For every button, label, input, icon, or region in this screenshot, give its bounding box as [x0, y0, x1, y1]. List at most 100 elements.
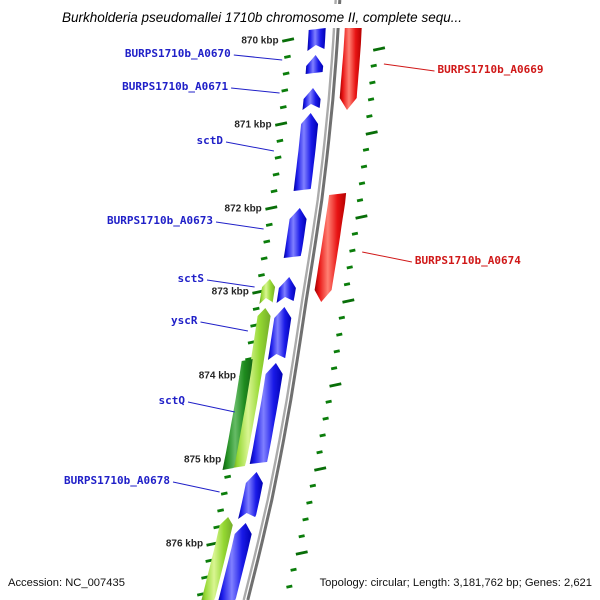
ruler-tick [250, 323, 258, 328]
ruler-tick [201, 575, 209, 580]
gene-label-BURPS1710b_A0671[interactable]: BURPS1710b_A0671 [122, 80, 228, 93]
gene-feature-BURPS1710b_A0669[interactable] [339, 26, 362, 110]
gene-feature[interactable] [249, 363, 283, 464]
ruler-tick [306, 500, 313, 505]
ruler-tick [252, 289, 265, 295]
gene-feature-yscR[interactable] [267, 307, 292, 360]
ruler-tick [274, 155, 282, 160]
gene-feature-BURPS1710b_A0674[interactable] [314, 193, 347, 302]
ruler-tick [346, 265, 353, 270]
gene-label-sctQ[interactable]: sctQ [159, 394, 186, 407]
ruler-tick [319, 433, 326, 438]
ruler-tick [342, 298, 355, 304]
ruler-tick [252, 306, 260, 311]
ruler-tick [351, 231, 359, 236]
gene-labels: BURPS1710b_A0670 BURPS1710b_A0671 sctD BURP… [64, 47, 544, 493]
gene-label-yscR[interactable]: yscR [171, 314, 198, 327]
gene-feature[interactable] [259, 279, 276, 304]
backbone-line [246, 0, 342, 600]
gene-feature-rings [200, 26, 362, 600]
gene-feature[interactable] [217, 523, 252, 600]
leader-line [383, 63, 435, 72]
ruler-tick [282, 71, 290, 76]
ruler-tick [298, 534, 305, 539]
ruler-tick [205, 558, 213, 563]
leader-line [215, 221, 264, 230]
ruler-tick [272, 172, 280, 177]
ruler-tick [369, 80, 376, 85]
ruler-tick [257, 273, 265, 278]
leader-line [172, 481, 220, 493]
ruler-tick [360, 164, 368, 169]
gene-label-sctS[interactable]: sctS [178, 272, 205, 285]
ruler-tick [281, 37, 295, 43]
ruler-tick [286, 584, 293, 589]
gene-feature-sctQ[interactable] [222, 359, 253, 470]
ruler-ticks [196, 37, 386, 597]
gene-feature-BURPS1710b_A0673[interactable] [283, 208, 307, 258]
gene-feature-BURPS1710b_A0678[interactable] [238, 472, 263, 519]
leader-line [233, 54, 283, 61]
gene-feature[interactable] [200, 517, 233, 600]
ruler-tick [362, 147, 370, 152]
ruler-label-874: 874 kbp [199, 371, 236, 382]
ruler-tick [224, 474, 232, 479]
ruler-tick [372, 46, 386, 52]
ruler-tick [196, 592, 204, 597]
ruler-tick [370, 63, 377, 68]
ruler-label-875: 875 kbp [184, 455, 221, 466]
gene-feature-sctS[interactable] [276, 277, 296, 303]
ruler-tick [329, 382, 342, 388]
ruler-label-873: 873 kbp [212, 287, 249, 298]
ruler-tick [213, 525, 221, 530]
map-title: Burkholderia pseudomallei 1710b chromoso… [62, 10, 462, 25]
title-background [38, 4, 568, 28]
ruler-tick [220, 491, 228, 496]
ruler-tick [281, 88, 289, 93]
ruler-tick [274, 121, 288, 127]
ruler-tick [263, 239, 271, 244]
leader-line [225, 141, 274, 152]
ruler-tick [247, 340, 255, 345]
gene-label-BURPS1710b_A0673[interactable]: BURPS1710b_A0673 [107, 214, 213, 227]
ruler-tick [290, 567, 297, 572]
ruler-tick [325, 399, 332, 404]
gene-label-BURPS1710b_A0674[interactable]: BURPS1710b_A0674 [415, 254, 521, 267]
sequence-backbone [242, 0, 342, 600]
gene-feature-BURPS1710b_A0671[interactable] [302, 88, 321, 110]
status-accession: Accession: NC_007435 [8, 577, 125, 589]
gene-feature-sctD[interactable] [293, 113, 319, 191]
gene-feature[interactable] [307, 28, 326, 51]
gene-label-BURPS1710b_A0669[interactable]: BURPS1710b_A0669 [438, 63, 544, 76]
gene-label-sctD[interactable]: sctD [197, 134, 224, 147]
ruler-tick [365, 130, 378, 136]
leader-line [200, 321, 248, 332]
ruler-tick [316, 450, 323, 455]
gene-feature-BURPS1710b_A0670[interactable] [305, 55, 324, 74]
ruler-tick [343, 282, 351, 287]
leader-line [187, 401, 235, 413]
ruler-tick [366, 114, 373, 119]
gene-feature[interactable] [231, 308, 271, 468]
ruler-tick [283, 54, 291, 59]
backbone-line [242, 0, 337, 600]
status-topology: Topology: circular; Length: 3,181,762 bp… [320, 577, 592, 589]
ruler-tick [336, 332, 343, 337]
ruler-tick [302, 517, 309, 522]
ruler-label-876: 876 kbp [166, 539, 203, 550]
ruler-tick [356, 198, 364, 203]
ruler-labels: 870 kbp 871 kbp 872 kbp 873 kbp 874 kbp 875 k… [166, 36, 279, 550]
ruler-tick [206, 541, 219, 547]
gene-label-BURPS1710b_A0678[interactable]: BURPS1710b_A0678 [64, 474, 170, 487]
ruler-tick [333, 349, 341, 354]
ruler-label-872: 872 kbp [225, 204, 262, 215]
ruler-tick [265, 205, 278, 211]
ruler-tick [358, 181, 366, 186]
gene-label-BURPS1710b_A0670[interactable]: BURPS1710b_A0670 [125, 47, 231, 60]
leader-line [206, 279, 255, 288]
ruler-tick [338, 315, 346, 320]
ruler-tick [279, 105, 287, 110]
ruler-tick [309, 483, 317, 488]
